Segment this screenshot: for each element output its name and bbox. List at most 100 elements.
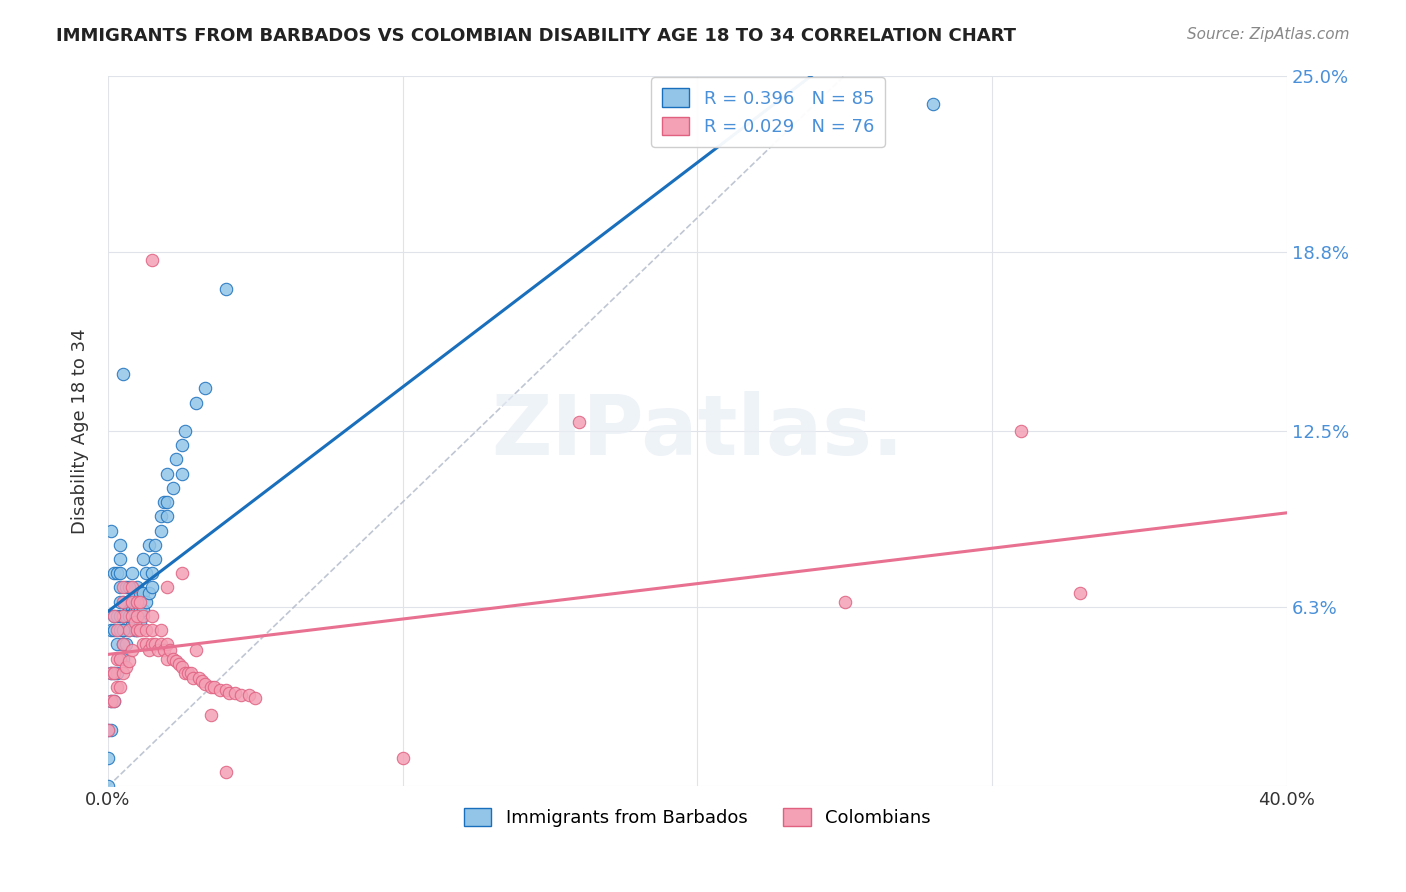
Colombians bbox=[568, 416, 591, 430]
Immigrants from Barbados bbox=[111, 623, 134, 637]
Colombians bbox=[146, 643, 169, 657]
Colombians bbox=[159, 643, 181, 657]
Colombians bbox=[188, 672, 211, 686]
Immigrants from Barbados bbox=[105, 637, 128, 651]
Immigrants from Barbados bbox=[100, 623, 122, 637]
Immigrants from Barbados bbox=[121, 603, 143, 617]
Colombians bbox=[165, 654, 187, 668]
Colombians bbox=[127, 623, 149, 637]
Colombians bbox=[143, 637, 166, 651]
Immigrants from Barbados bbox=[143, 538, 166, 552]
Colombians bbox=[156, 651, 179, 665]
Colombians bbox=[105, 651, 128, 665]
Colombians bbox=[153, 643, 176, 657]
Colombians bbox=[141, 608, 163, 623]
Colombians bbox=[141, 637, 163, 651]
Immigrants from Barbados bbox=[111, 637, 134, 651]
Immigrants from Barbados bbox=[121, 615, 143, 629]
Immigrants from Barbados bbox=[173, 424, 195, 438]
Colombians bbox=[194, 677, 217, 691]
Immigrants from Barbados bbox=[132, 603, 155, 617]
Colombians bbox=[111, 637, 134, 651]
Colombians bbox=[103, 665, 125, 680]
Colombians bbox=[100, 694, 122, 708]
Immigrants from Barbados bbox=[108, 566, 131, 581]
Immigrants from Barbados bbox=[105, 566, 128, 581]
Immigrants from Barbados bbox=[129, 603, 152, 617]
Immigrants from Barbados bbox=[117, 581, 139, 595]
Colombians bbox=[135, 623, 157, 637]
Immigrants from Barbados bbox=[108, 581, 131, 595]
Immigrants from Barbados bbox=[121, 594, 143, 608]
Immigrants from Barbados bbox=[111, 367, 134, 381]
Immigrants from Barbados bbox=[170, 438, 193, 452]
Immigrants from Barbados bbox=[100, 665, 122, 680]
Immigrants from Barbados bbox=[124, 586, 146, 600]
Colombians bbox=[121, 594, 143, 608]
Immigrants from Barbados bbox=[141, 581, 163, 595]
Immigrants from Barbados bbox=[103, 694, 125, 708]
Immigrants from Barbados bbox=[105, 608, 128, 623]
Immigrants from Barbados bbox=[117, 623, 139, 637]
Colombians bbox=[103, 694, 125, 708]
Colombians bbox=[218, 685, 240, 699]
Immigrants from Barbados bbox=[117, 608, 139, 623]
Immigrants from Barbados bbox=[100, 694, 122, 708]
Immigrants from Barbados bbox=[141, 566, 163, 581]
Colombians bbox=[121, 581, 143, 595]
Colombians bbox=[1069, 586, 1091, 600]
Immigrants from Barbados bbox=[103, 566, 125, 581]
Immigrants from Barbados bbox=[111, 608, 134, 623]
Colombians bbox=[117, 654, 139, 668]
Immigrants from Barbados bbox=[124, 603, 146, 617]
Colombians bbox=[224, 685, 246, 699]
Immigrants from Barbados bbox=[150, 509, 173, 524]
Immigrants from Barbados bbox=[132, 586, 155, 600]
Colombians bbox=[245, 691, 267, 706]
Colombians bbox=[111, 594, 134, 608]
Immigrants from Barbados bbox=[108, 651, 131, 665]
Legend: Immigrants from Barbados, Colombians: Immigrants from Barbados, Colombians bbox=[457, 800, 938, 834]
Immigrants from Barbados bbox=[135, 594, 157, 608]
Immigrants from Barbados bbox=[127, 603, 149, 617]
Colombians bbox=[200, 708, 222, 723]
Colombians bbox=[100, 665, 122, 680]
Colombians bbox=[135, 637, 157, 651]
Immigrants from Barbados bbox=[127, 623, 149, 637]
Colombians bbox=[215, 682, 238, 697]
Immigrants from Barbados bbox=[150, 524, 173, 538]
Colombians bbox=[105, 623, 128, 637]
Colombians bbox=[129, 594, 152, 608]
Immigrants from Barbados bbox=[97, 723, 120, 737]
Immigrants from Barbados bbox=[117, 603, 139, 617]
Colombians bbox=[117, 623, 139, 637]
Immigrants from Barbados bbox=[215, 282, 238, 296]
Immigrants from Barbados bbox=[138, 538, 160, 552]
Immigrants from Barbados bbox=[138, 586, 160, 600]
Colombians bbox=[391, 751, 413, 765]
Immigrants from Barbados bbox=[127, 581, 149, 595]
Colombians bbox=[127, 608, 149, 623]
Text: Source: ZipAtlas.com: Source: ZipAtlas.com bbox=[1187, 27, 1350, 42]
Immigrants from Barbados bbox=[129, 586, 152, 600]
Immigrants from Barbados bbox=[100, 524, 122, 538]
Colombians bbox=[167, 657, 190, 672]
Colombians bbox=[170, 566, 193, 581]
Colombians bbox=[156, 637, 179, 651]
Immigrants from Barbados bbox=[132, 552, 155, 566]
Immigrants from Barbados bbox=[103, 623, 125, 637]
Colombians bbox=[141, 623, 163, 637]
Colombians bbox=[127, 594, 149, 608]
Colombians bbox=[97, 723, 120, 737]
Immigrants from Barbados bbox=[129, 615, 152, 629]
Colombians bbox=[108, 651, 131, 665]
Colombians bbox=[176, 665, 198, 680]
Immigrants from Barbados bbox=[162, 481, 184, 495]
Colombians bbox=[138, 643, 160, 657]
Colombians bbox=[141, 253, 163, 268]
Colombians bbox=[186, 643, 208, 657]
Immigrants from Barbados bbox=[124, 615, 146, 629]
Text: IMMIGRANTS FROM BARBADOS VS COLOMBIAN DISABILITY AGE 18 TO 34 CORRELATION CHART: IMMIGRANTS FROM BARBADOS VS COLOMBIAN DI… bbox=[56, 27, 1017, 45]
Colombians bbox=[121, 608, 143, 623]
Immigrants from Barbados bbox=[105, 665, 128, 680]
